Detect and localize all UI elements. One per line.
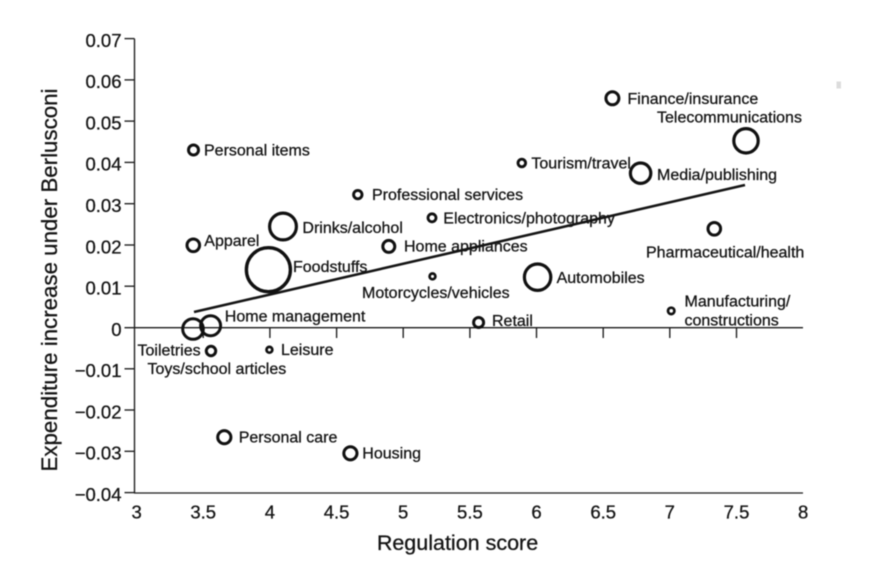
svg-text:Expenditure increase under Ber: Expenditure increase under Berlusconi — [37, 89, 62, 472]
svg-text:Motorcycles/vehicles: Motorcycles/vehicles — [362, 285, 510, 302]
svg-text:5.5: 5.5 — [457, 501, 483, 522]
svg-text:−0.01: −0.01 — [75, 360, 122, 381]
svg-text:6: 6 — [531, 501, 541, 522]
svg-text:−0.02: −0.02 — [75, 401, 122, 422]
svg-text:Home management: Home management — [225, 309, 366, 326]
svg-text:Pharmaceutical/health: Pharmaceutical/health — [646, 245, 804, 262]
svg-text:0.03: 0.03 — [85, 195, 121, 216]
svg-text:7.5: 7.5 — [724, 501, 750, 522]
svg-text:4.5: 4.5 — [324, 501, 350, 522]
svg-text:4: 4 — [265, 501, 275, 522]
svg-text:0.04: 0.04 — [85, 154, 121, 175]
svg-text:3.5: 3.5 — [190, 501, 216, 522]
svg-text:Retail: Retail — [492, 313, 533, 330]
svg-text:−0.04: −0.04 — [75, 484, 122, 505]
svg-text:Foodstuffs: Foodstuffs — [293, 259, 367, 276]
svg-text:0.06: 0.06 — [85, 71, 121, 92]
svg-text:Home appliances: Home appliances — [404, 239, 528, 256]
svg-text:Media/publishing: Media/publishing — [657, 167, 777, 184]
svg-text:0: 0 — [111, 319, 121, 340]
svg-text:8: 8 — [798, 501, 808, 522]
svg-text:Regulation score: Regulation score — [377, 531, 538, 555]
svg-text:Professional services: Professional services — [372, 187, 523, 204]
svg-text:Leisure: Leisure — [281, 342, 334, 359]
svg-text:3: 3 — [131, 501, 141, 522]
svg-text:Toiletries: Toiletries — [138, 343, 201, 360]
svg-text:6.5: 6.5 — [590, 501, 616, 522]
svg-text:Personal care: Personal care — [239, 430, 338, 447]
svg-text:Finance/insurance: Finance/insurance — [628, 91, 759, 108]
svg-text:Personal items: Personal items — [204, 143, 310, 160]
svg-text:0.05: 0.05 — [85, 112, 121, 133]
svg-text:0.02: 0.02 — [85, 236, 121, 257]
svg-text:Tourism/travel: Tourism/travel — [531, 156, 631, 173]
svg-text:0.01: 0.01 — [85, 278, 121, 299]
svg-text:Toys/school articles: Toys/school articles — [148, 361, 287, 378]
svg-text:constructions: constructions — [685, 313, 779, 330]
svg-text:−0.03: −0.03 — [75, 443, 122, 464]
svg-text:Automobiles: Automobiles — [557, 270, 645, 287]
svg-text:7: 7 — [665, 501, 675, 522]
svg-text:Drinks/alcohol: Drinks/alcohol — [302, 220, 402, 237]
svg-text:5: 5 — [398, 501, 408, 522]
svg-text:Manufacturing/: Manufacturing/ — [685, 294, 791, 311]
svg-text:Telecommunications: Telecommunications — [657, 110, 802, 127]
svg-text:Apparel: Apparel — [204, 233, 259, 250]
svg-text:Housing: Housing — [362, 446, 421, 463]
svg-text:0.07: 0.07 — [85, 30, 121, 51]
svg-text:Electronics/photography: Electronics/photography — [443, 211, 615, 228]
